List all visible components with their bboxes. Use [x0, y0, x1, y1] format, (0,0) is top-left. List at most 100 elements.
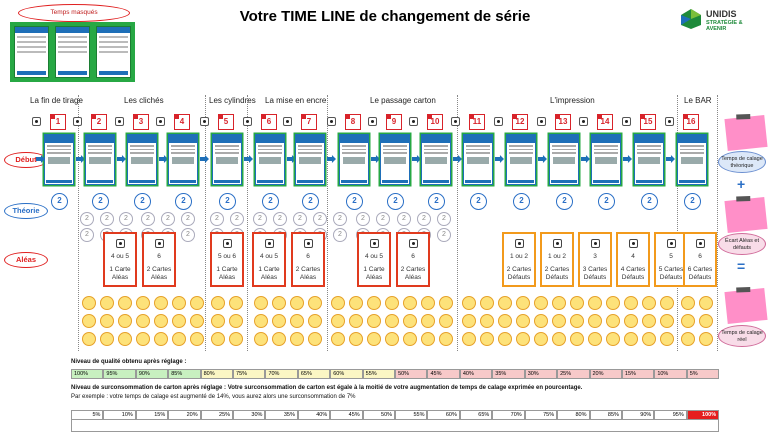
step-card-6[interactable] — [255, 134, 285, 185]
yellow-token[interactable] — [385, 296, 399, 310]
yellow-token[interactable] — [421, 296, 435, 310]
yellow-token[interactable] — [606, 296, 620, 310]
yellow-token[interactable] — [190, 332, 204, 346]
yellow-token[interactable] — [588, 296, 602, 310]
step-card-8[interactable] — [339, 134, 369, 185]
theory-value[interactable]: 2 — [641, 193, 658, 210]
yellow-token[interactable] — [367, 314, 381, 328]
yellow-token[interactable] — [211, 314, 225, 328]
grey-token[interactable]: 2 — [397, 212, 411, 226]
yellow-token[interactable] — [100, 296, 114, 310]
step-card-1[interactable] — [44, 134, 74, 185]
yellow-token[interactable] — [385, 314, 399, 328]
yellow-token[interactable] — [136, 332, 150, 346]
yellow-token[interactable] — [681, 296, 695, 310]
yellow-token[interactable] — [498, 332, 512, 346]
yellow-token[interactable] — [136, 314, 150, 328]
yellow-token[interactable] — [272, 332, 286, 346]
yellow-token[interactable] — [570, 296, 584, 310]
masked-card[interactable] — [96, 26, 131, 78]
grey-token[interactable]: 2 — [119, 212, 133, 226]
yellow-token[interactable] — [118, 332, 132, 346]
step-card-7[interactable] — [295, 134, 325, 185]
step-card-3[interactable] — [127, 134, 157, 185]
yellow-token[interactable] — [681, 332, 695, 346]
yellow-token[interactable] — [480, 314, 494, 328]
yellow-token[interactable] — [570, 314, 584, 328]
yellow-token[interactable] — [624, 296, 638, 310]
yellow-token[interactable] — [308, 332, 322, 346]
yellow-token[interactable] — [606, 332, 620, 346]
yellow-token[interactable] — [462, 296, 476, 310]
yellow-token[interactable] — [516, 296, 530, 310]
step-card-11[interactable] — [463, 134, 493, 185]
yellow-token[interactable] — [462, 314, 476, 328]
yellow-token[interactable] — [699, 332, 713, 346]
yellow-token[interactable] — [349, 314, 363, 328]
grey-token[interactable]: 2 — [100, 212, 114, 226]
theory-value[interactable]: 2 — [92, 193, 109, 210]
grey-token[interactable]: 2 — [356, 212, 370, 226]
alea-card[interactable]: 6 2 Cartes Aléas — [396, 232, 430, 287]
yellow-token[interactable] — [624, 332, 638, 346]
yellow-token[interactable] — [100, 314, 114, 328]
yellow-token[interactable] — [254, 314, 268, 328]
yellow-token[interactable] — [534, 296, 548, 310]
alea-card[interactable]: 6 2 Cartes Aléas — [142, 232, 176, 287]
yellow-token[interactable] — [588, 332, 602, 346]
yellow-token[interactable] — [154, 332, 168, 346]
grey-token[interactable]: 2 — [293, 212, 307, 226]
yellow-token[interactable] — [154, 296, 168, 310]
theory-value[interactable]: 2 — [175, 193, 192, 210]
yellow-token[interactable] — [82, 296, 96, 310]
yellow-token[interactable] — [439, 314, 453, 328]
yellow-token[interactable] — [552, 332, 566, 346]
yellow-token[interactable] — [480, 332, 494, 346]
alea-card[interactable]: 6 6 Cartes Défauts — [683, 232, 717, 287]
yellow-token[interactable] — [421, 332, 435, 346]
grey-token[interactable]: 2 — [161, 212, 175, 226]
grey-token[interactable]: 2 — [80, 212, 94, 226]
theory-value[interactable]: 2 — [134, 193, 151, 210]
yellow-token[interactable] — [660, 314, 674, 328]
masked-card[interactable] — [55, 26, 90, 78]
yellow-token[interactable] — [516, 332, 530, 346]
theory-value[interactable]: 2 — [598, 193, 615, 210]
yellow-token[interactable] — [681, 314, 695, 328]
yellow-token[interactable] — [290, 332, 304, 346]
theory-value[interactable]: 2 — [513, 193, 530, 210]
alea-card[interactable]: 4 4 Cartes Défauts — [616, 232, 650, 287]
alea-card[interactable]: 1 ou 2 2 Cartes Défauts — [502, 232, 536, 287]
theory-value[interactable]: 2 — [51, 193, 68, 210]
yellow-token[interactable] — [570, 332, 584, 346]
theory-value[interactable]: 2 — [302, 193, 319, 210]
yellow-token[interactable] — [588, 314, 602, 328]
yellow-token[interactable] — [172, 296, 186, 310]
yellow-token[interactable] — [699, 314, 713, 328]
theory-value[interactable]: 2 — [387, 193, 404, 210]
yellow-token[interactable] — [421, 314, 435, 328]
yellow-token[interactable] — [229, 332, 243, 346]
step-card-5[interactable] — [212, 134, 242, 185]
grey-token[interactable]: 2 — [417, 212, 431, 226]
yellow-token[interactable] — [211, 296, 225, 310]
yellow-token[interactable] — [331, 296, 345, 310]
yellow-token[interactable] — [642, 296, 656, 310]
theory-value[interactable]: 2 — [262, 193, 279, 210]
yellow-token[interactable] — [272, 314, 286, 328]
yellow-token[interactable] — [190, 314, 204, 328]
yellow-token[interactable] — [229, 314, 243, 328]
yellow-token[interactable] — [552, 314, 566, 328]
yellow-token[interactable] — [308, 314, 322, 328]
grey-token[interactable]: 2 — [437, 228, 451, 242]
yellow-token[interactable] — [172, 332, 186, 346]
yellow-token[interactable] — [290, 314, 304, 328]
yellow-token[interactable] — [552, 296, 566, 310]
alea-card[interactable]: 1 ou 2 2 Cartes Défauts — [540, 232, 574, 287]
yellow-token[interactable] — [118, 296, 132, 310]
grey-token[interactable]: 2 — [273, 212, 287, 226]
theory-value[interactable]: 2 — [556, 193, 573, 210]
alea-card[interactable]: 4 ou 5 1 Carte Aléas — [103, 232, 137, 287]
yellow-token[interactable] — [480, 296, 494, 310]
yellow-token[interactable] — [462, 332, 476, 346]
